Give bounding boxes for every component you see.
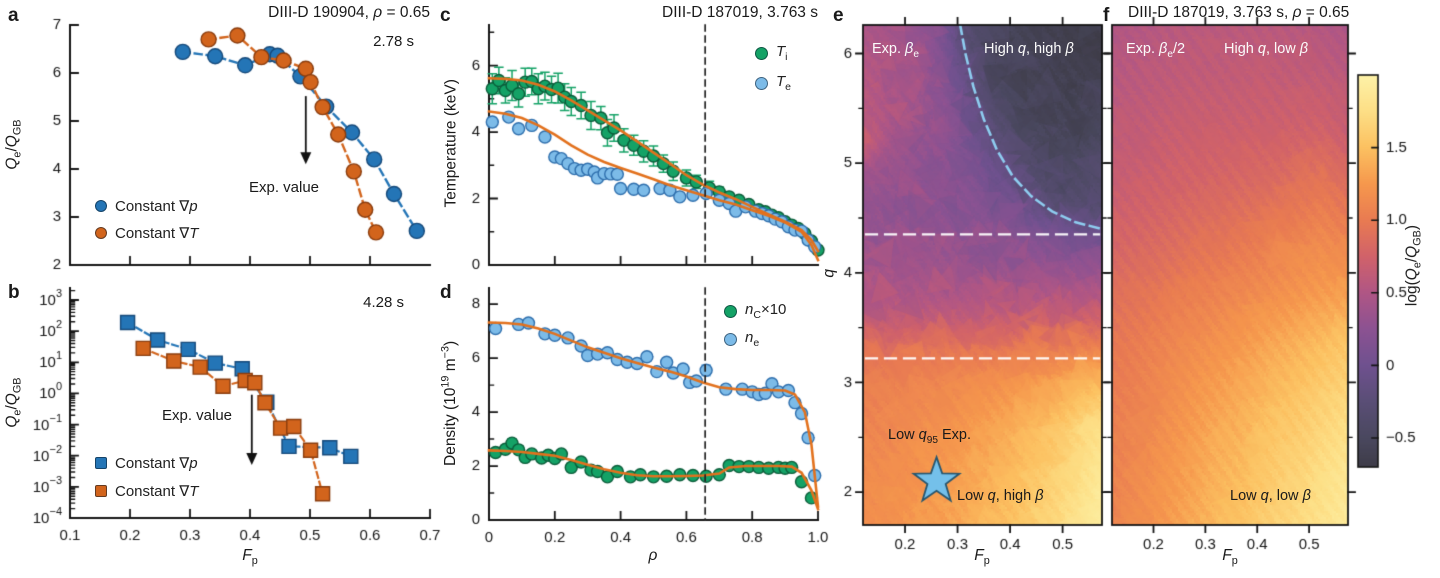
legend-item-ne: ne [724, 329, 759, 349]
panel-label-c: c [440, 5, 451, 26]
lightblue-circle-marker-icon [724, 332, 737, 346]
panel-f-title: DIII-D 187019, 3.763 s, ρ = 0.65 [1128, 4, 1350, 21]
panel-b-x-axis-label: Fp [242, 547, 258, 568]
panel-f-x-axis-label: Fp [1222, 547, 1238, 568]
panel-a-y-axis-label: Qe/QGB [3, 119, 24, 170]
panel-b-exp-value-label: Exp. value [161, 407, 233, 424]
lightblue-circle-marker-icon [755, 76, 768, 90]
legend-label: Ti [776, 43, 788, 63]
legend-label: Te [776, 73, 792, 93]
panel-b-time-annotation: 4.28 s [363, 294, 404, 311]
orange-square-marker-icon [95, 485, 107, 497]
legend-label: nC×10 [745, 301, 787, 321]
panel-a-title: DIII-D 190904, ρ = 0.65 [268, 4, 430, 21]
panel-e-high-q-high-beta-label: High q, high β [984, 41, 1074, 57]
panel-label-e: e [833, 5, 844, 26]
panel-f-low-q-low-beta-label: Low q, low β [1230, 488, 1311, 504]
panel-label-a: a [8, 5, 19, 26]
legend-label: Constant ∇p [115, 198, 198, 215]
panel-e-low-q-high-beta-label: Low q, high β [957, 488, 1044, 504]
blue-circle-marker-icon [95, 200, 107, 212]
panel-e-y-axis-label: q [820, 268, 838, 278]
legend-label: Constant ∇T [115, 225, 199, 242]
panel-f-high-q-low-beta-label: High q, low β [1224, 41, 1309, 57]
panel-a-time-annotation: 2.78 s [373, 33, 414, 50]
blue-square-marker-icon [95, 457, 107, 469]
panel-e-low-q95-exp-label: Low q95 Exp. [888, 427, 972, 446]
panel-c-title: DIII-D 187019, 3.763 s [662, 4, 818, 21]
panel-e-exp-beta-label: Exp. βe [872, 41, 919, 60]
panel-d-y-axis-label: Density (1019 m−3) [439, 340, 459, 466]
legend-label: Constant ∇p [115, 455, 198, 472]
legend-item-nc: nC×10 [724, 301, 786, 321]
panel-label-b: b [8, 282, 20, 303]
legend-item-constant-grad-t-b: Constant ∇T [95, 482, 198, 500]
panel-e-x-axis-label: Fp [974, 547, 990, 568]
green-circle-marker-icon [755, 46, 768, 60]
legend-item-constant-grad-t-a: Constant ∇T [95, 224, 198, 242]
panel-d-x-axis-label: ρ [648, 547, 658, 564]
panel-a-exp-value-label: Exp. value [248, 179, 320, 196]
green-circle-marker-icon [724, 304, 737, 318]
panel-label-f: f [1103, 5, 1110, 26]
panel-f-exp-beta-half-label: Exp. βe/2 [1126, 41, 1186, 60]
orange-circle-marker-icon [95, 227, 107, 239]
legend-item-te: Te [755, 73, 791, 93]
colorbar-label: log(Qe/QGB) [1403, 224, 1424, 307]
legend-label: ne [745, 329, 760, 349]
legend-item-constant-grad-p-a: Constant ∇p [95, 197, 198, 215]
legend-item-constant-grad-p-b: Constant ∇p [95, 454, 198, 472]
legend-label: Constant ∇T [115, 483, 199, 500]
legend-item-ti: Ti [755, 43, 788, 63]
panel-b-y-axis-label: Qe/QGB [3, 377, 24, 428]
panel-label-d: d [440, 282, 452, 303]
panel-c-y-axis-label: Temperature (keV) [442, 79, 460, 208]
